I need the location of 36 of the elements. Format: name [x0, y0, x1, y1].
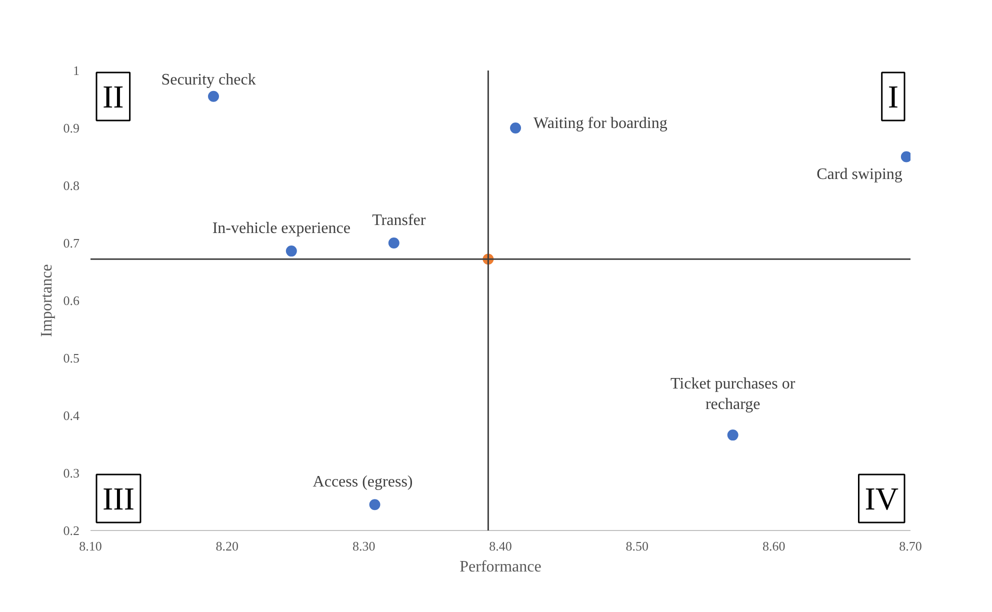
point	[286, 246, 297, 257]
annotation: Security check	[161, 71, 256, 88]
annotation: In-vehicle experience	[212, 220, 350, 238]
point	[388, 238, 400, 248]
point	[510, 122, 522, 134]
y-axis-title: Importance	[38, 264, 56, 337]
x-tick-label: 8.20	[216, 538, 239, 554]
x-tick-label: 8.50	[626, 538, 649, 554]
annotation: IV	[864, 480, 898, 516]
x-tick-label: 8.70	[899, 538, 922, 554]
annotation: II	[102, 78, 124, 114]
y-tick-label: 0.2	[63, 523, 80, 538]
y-tick-label: 0.9	[63, 120, 80, 136]
x-tick-label: 8.60	[762, 538, 786, 554]
annotation: III	[102, 480, 134, 516]
point	[900, 151, 910, 162]
y-tick-label: 0.3	[63, 466, 80, 480]
annotation: Ticket purchases or recharge	[670, 376, 796, 414]
x-tick-label: 8.40	[489, 538, 512, 554]
y-tick-label: 0.4	[63, 408, 80, 423]
annotation: Access (egress)	[312, 474, 413, 491]
y-tick-label: 0.6	[63, 293, 80, 308]
y-tick-label: 0.5	[63, 350, 80, 366]
x-tick-label: 8.10	[79, 538, 102, 554]
annotation: Transfer	[372, 212, 426, 229]
y-tick-label: 0.7	[63, 236, 80, 250]
annotation: Waiting for boarding	[534, 115, 668, 132]
annotation: Card swiping	[816, 166, 902, 183]
point	[208, 90, 219, 102]
annotation: I	[888, 78, 898, 114]
point	[369, 499, 380, 510]
x-tick-label: 8.30	[352, 538, 376, 554]
x-axis-title: Performance	[460, 558, 542, 576]
point	[727, 430, 738, 441]
y-tick-label: 0.8	[63, 178, 80, 193]
y-tick-label: 1	[73, 63, 80, 78]
